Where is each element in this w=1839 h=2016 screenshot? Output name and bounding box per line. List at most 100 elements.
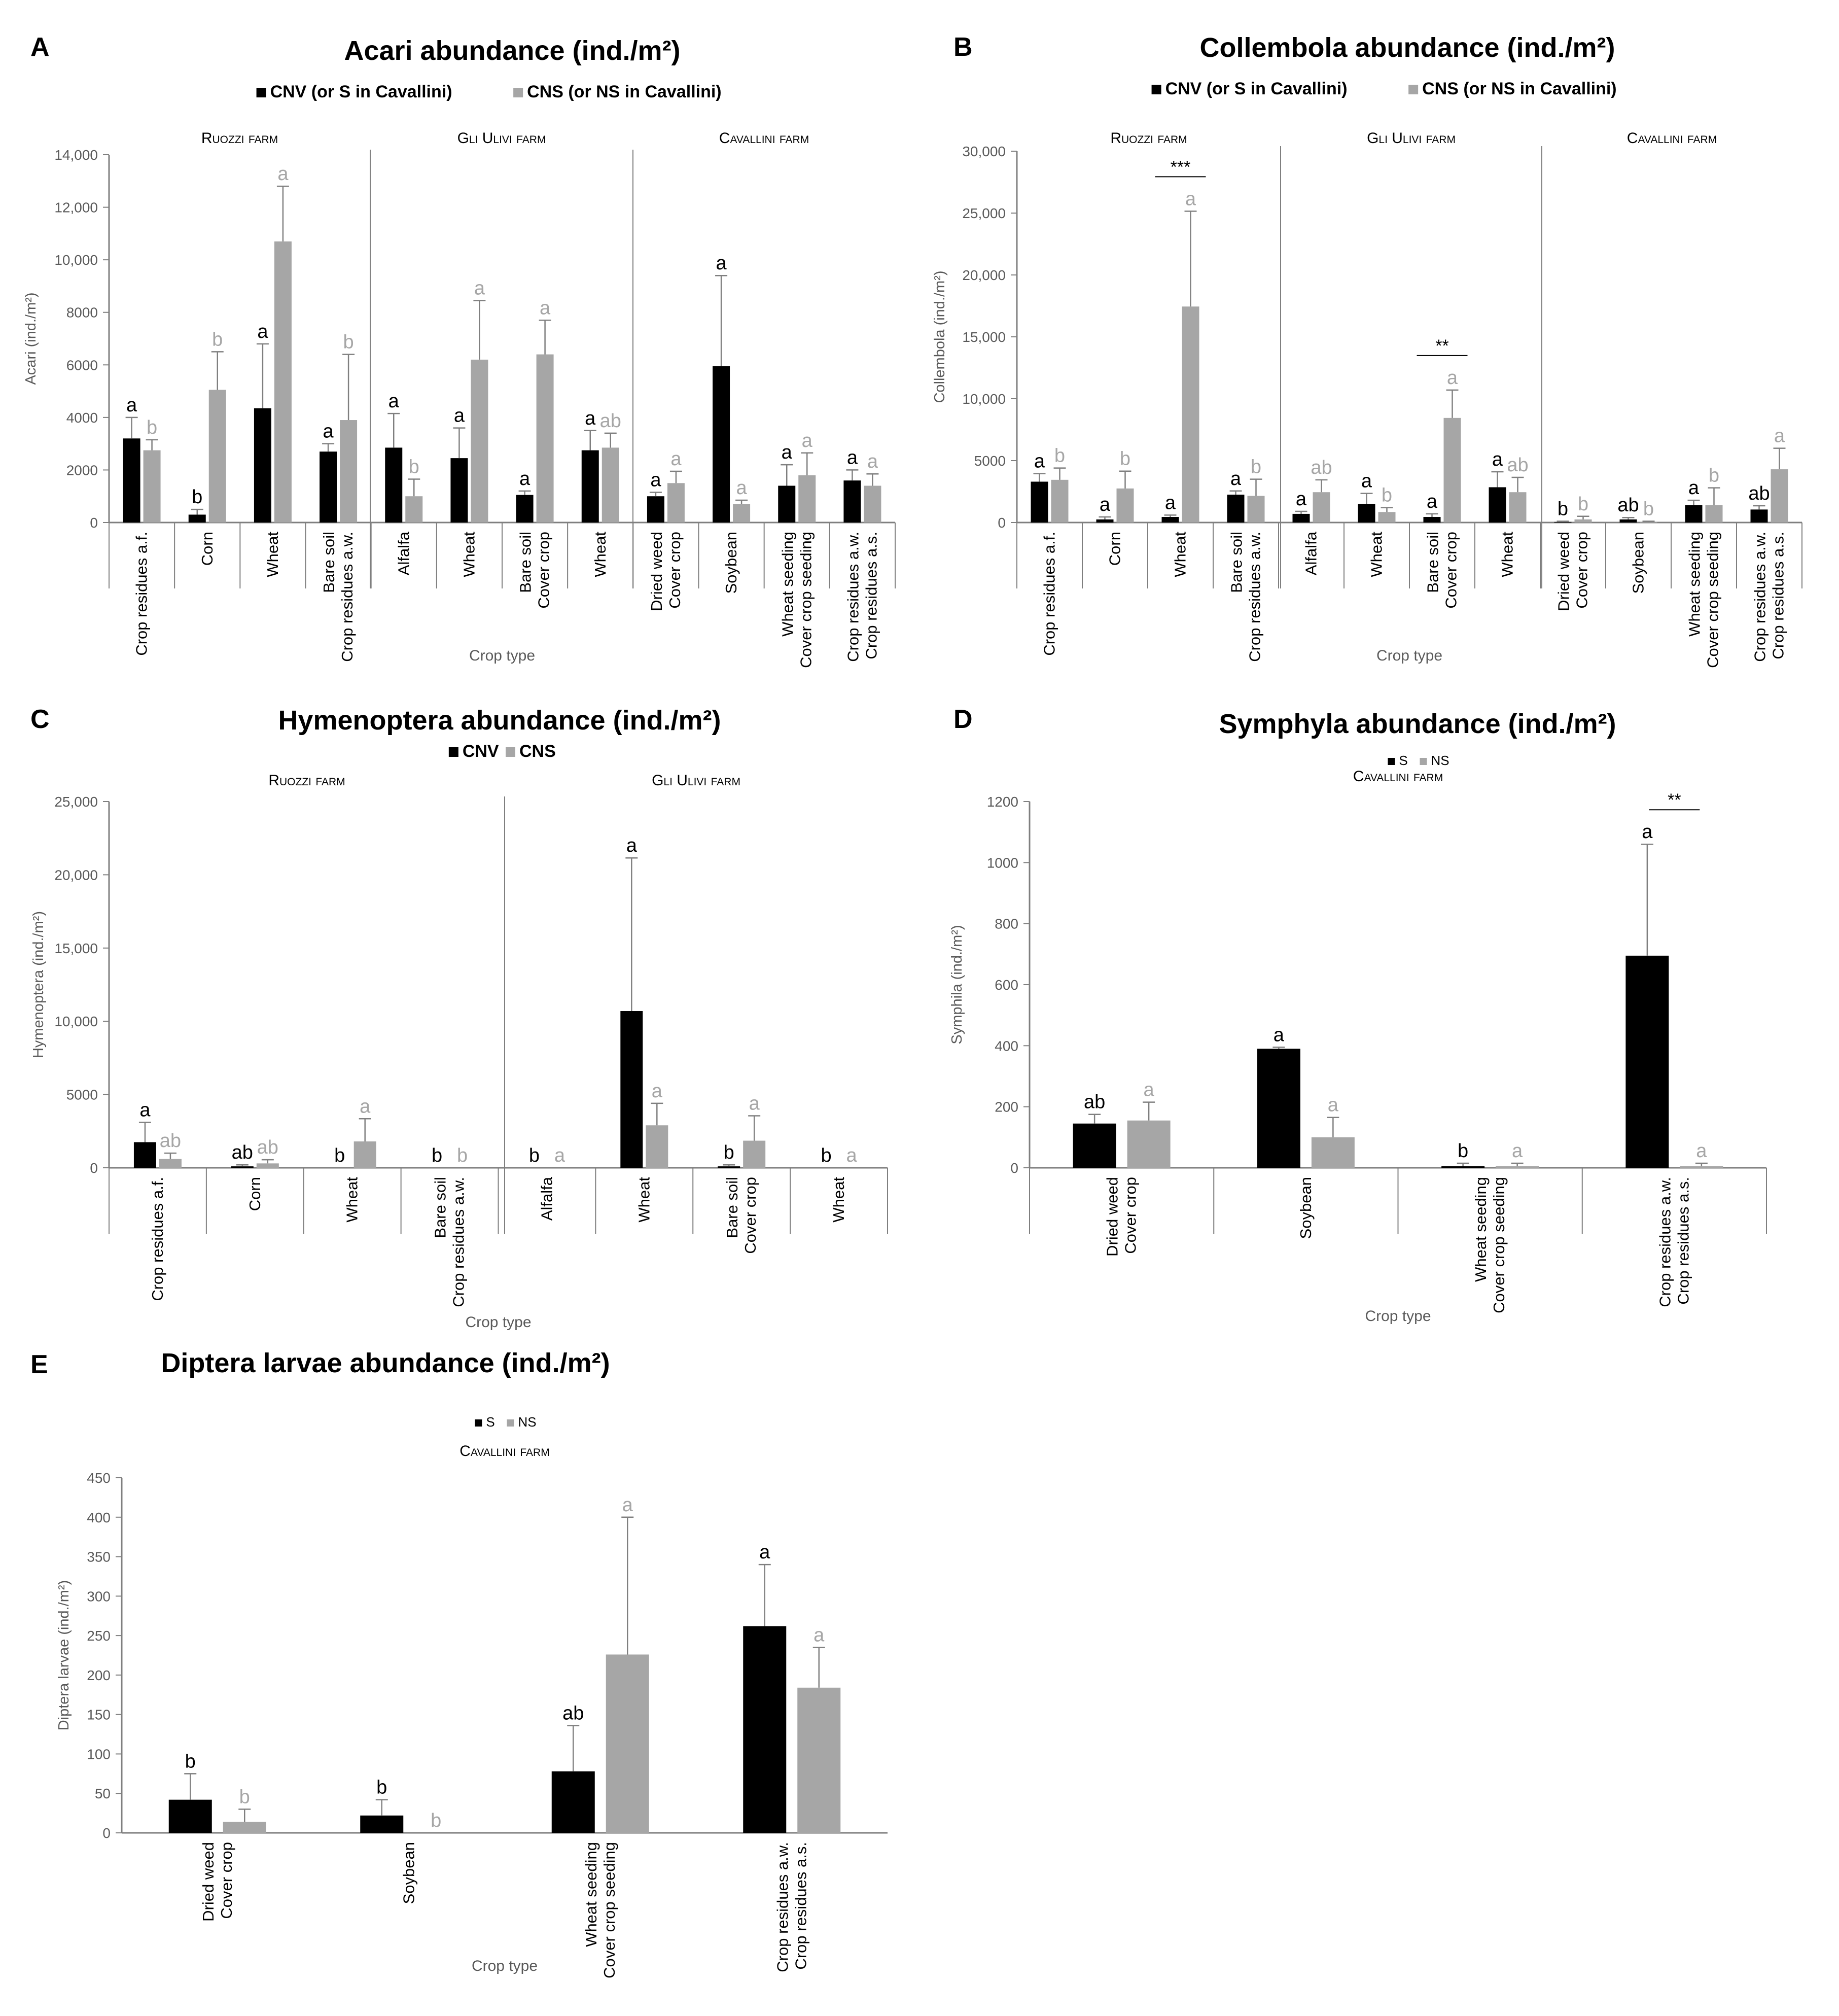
bar-series-1 <box>385 447 403 523</box>
x-axis-label: Crop type <box>465 1314 531 1331</box>
letter-label: b <box>147 417 157 438</box>
letter-label: a <box>670 448 682 470</box>
bar-series-1 <box>133 1142 156 1168</box>
chart-title: Collembola abundance (ind./m²) <box>1199 32 1615 63</box>
chart-title: Acari abundance (ind./m²) <box>344 36 680 66</box>
y-tick-label: 8000 <box>66 305 98 321</box>
letter-label: a <box>814 1624 825 1646</box>
panel-b: B Collembola abundance (ind./m²) CNV (or S… <box>932 32 1802 668</box>
bar-series-1 <box>1096 519 1114 523</box>
bar-series-1 <box>231 1166 254 1168</box>
letter-label: b <box>1251 457 1261 478</box>
bar-series-2 <box>143 450 161 523</box>
bar-series-2 <box>353 1141 376 1168</box>
letter-label: b <box>1558 499 1568 520</box>
category-label: Soybean <box>1630 532 1647 594</box>
chart-title: Hymenoptera abundance (ind./m²) <box>278 705 721 736</box>
legend-label-series-1: S <box>486 1414 494 1430</box>
y-tick-label: 10,000 <box>54 1014 98 1029</box>
bar-series-1 <box>450 458 468 523</box>
panel-d: D Symphyla abundance (ind./m²) S NS 0 200 400 6… <box>949 705 1767 1325</box>
bar-series-1 <box>1031 481 1048 523</box>
letter-label: b <box>343 332 354 353</box>
bar-series-1 <box>743 1626 787 1833</box>
bar-series-1 <box>551 1771 595 1833</box>
letter-label: a <box>847 447 858 468</box>
category-label: Dried weed <box>199 1842 217 1922</box>
category-label: Wheat seeding <box>779 532 796 637</box>
letter-label: a <box>1642 821 1653 843</box>
category-label: Cover crop seeding <box>1490 1177 1508 1313</box>
bar-series-1 <box>1554 522 1572 523</box>
bar-series-2 <box>646 1125 668 1168</box>
bar-series-2 <box>602 447 619 523</box>
letter-label: ab <box>1617 495 1639 516</box>
y-tick-label: 25,000 <box>962 205 1006 221</box>
letter-label: b <box>457 1145 468 1166</box>
x-axis-label: Crop type <box>472 1958 538 1974</box>
category-label: Crop residues a.w. <box>450 1177 468 1307</box>
bar-series-1 <box>1073 1123 1116 1168</box>
bar-series-2 <box>1051 479 1069 523</box>
legend-label-series-2: NS <box>1431 753 1449 768</box>
category-label: Crop residues a.w. <box>1656 1177 1674 1307</box>
bar-series-2 <box>743 1140 766 1168</box>
category-label: Cover crop seeding <box>600 1842 618 1978</box>
letter-label: a <box>360 1096 371 1117</box>
category-label: Crop residues a.f. <box>149 1177 166 1301</box>
category-label: Crop residues a.s. <box>1674 1177 1692 1305</box>
bar-series-1 <box>620 1011 643 1168</box>
letter-label: b <box>432 1145 442 1166</box>
y-axis-label: Collembola (ind./m²) <box>932 270 948 403</box>
category-label: Cover crop <box>1122 1177 1140 1254</box>
group-label: Cavallini farm <box>1353 768 1443 785</box>
panel-e: E Diptera larvae abundance (ind./m²) S NS 0 5… <box>30 1348 888 1978</box>
bar-series-2 <box>1443 418 1461 523</box>
letter-label: b <box>1578 494 1588 515</box>
letter-label: b <box>1643 499 1654 520</box>
bar-series-1 <box>123 438 140 523</box>
category-label: Bare soil <box>1424 532 1442 593</box>
bar-series-1 <box>1441 1166 1485 1168</box>
category-label: Cover crop <box>218 1842 235 1919</box>
letter-label: a <box>1696 1140 1707 1162</box>
bar-series-1 <box>1358 504 1375 523</box>
y-tick-label: 350 <box>87 1549 111 1565</box>
letter-label: a <box>1034 451 1045 472</box>
letter-label: b <box>1054 445 1065 467</box>
y-tick-label: 600 <box>995 977 1018 993</box>
category-label: Bare soil <box>432 1177 449 1238</box>
category-label: Wheat <box>460 532 478 577</box>
letter-label: a <box>1165 492 1176 513</box>
panel-label: A <box>30 32 50 62</box>
letter-label: ab <box>257 1137 278 1158</box>
chart-title: Symphyla abundance (ind./m²) <box>1219 709 1616 739</box>
letter-label: a <box>1447 367 1458 389</box>
category-label: Wheat seeding <box>1686 532 1704 637</box>
letter-label: a <box>782 442 793 463</box>
letter-label: a <box>1688 477 1700 499</box>
letter-label: a <box>554 1145 565 1166</box>
legend: S NS <box>475 1414 537 1430</box>
letter-label: a <box>1274 1024 1285 1046</box>
letter-label: a <box>759 1542 770 1563</box>
bar-series-2 <box>1116 488 1134 523</box>
y-tick-label: 0 <box>998 515 1006 531</box>
letter-label: b <box>724 1142 734 1163</box>
category-label: Dried weed <box>648 532 665 611</box>
y-tick-label: 25,000 <box>54 794 98 810</box>
letter-label: a <box>388 391 400 412</box>
panel-label: C <box>30 705 50 734</box>
bar-series-2 <box>733 504 751 523</box>
category-label: Wheat <box>830 1177 847 1223</box>
group-label: Cavallini farm <box>1627 130 1717 147</box>
legend-label-series-1: CNV (or S in Cavallini) <box>1165 79 1348 98</box>
bar-series-1 <box>1161 517 1179 523</box>
bar-series-1 <box>254 408 271 523</box>
y-tick-label: 1000 <box>987 855 1018 871</box>
category-label: Cover crop <box>666 532 684 609</box>
group-label: Ruozzi farm <box>201 130 278 147</box>
letter-label: a <box>1230 468 1242 490</box>
category-label: Bare soil <box>320 532 338 593</box>
group-label: Gli Ulivi farm <box>1367 130 1456 147</box>
